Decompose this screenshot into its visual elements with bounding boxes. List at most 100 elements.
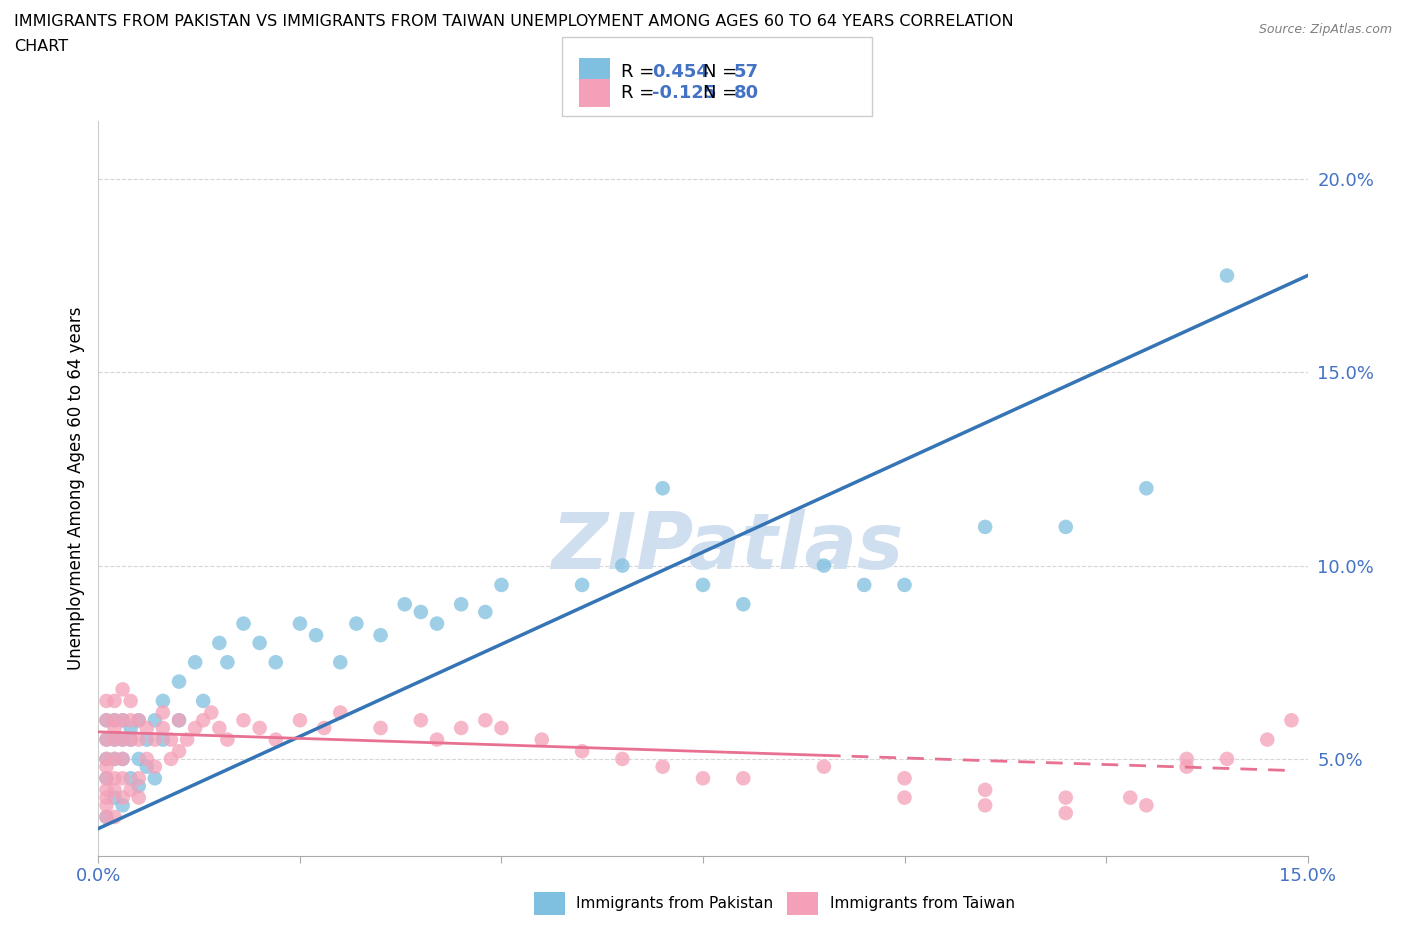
Point [103,782,125,797]
Point [314,721,336,736]
Point [96,712,118,727]
Point [120,782,142,797]
Point [1175,759,1198,774]
Point [1135,481,1157,496]
Point [193,712,215,727]
Point [152,721,174,736]
Point [491,578,513,592]
Point [1175,751,1198,766]
Point [974,798,997,813]
Point [167,674,190,689]
Point [217,655,239,670]
Point [103,721,125,736]
Point [1216,268,1239,283]
Point [530,732,553,747]
Point [184,721,207,736]
Point [184,655,207,670]
Point [176,732,198,747]
Point [571,744,593,759]
Point [612,558,634,573]
Text: N =: N = [703,62,742,81]
Point [103,732,125,747]
Point [103,732,125,747]
Point [232,617,254,631]
Point [288,712,311,727]
Point [491,721,513,736]
Point [96,798,118,813]
Point [103,751,125,766]
Point [426,617,449,631]
Point [96,809,118,824]
Point [120,694,142,709]
Point [692,578,714,592]
Point [208,635,231,650]
Point [288,617,311,631]
Point [96,732,118,747]
Point [329,705,352,720]
Point [370,628,392,643]
Point [111,790,134,805]
Point [128,771,150,786]
Point [152,694,174,709]
Point [120,732,142,747]
Point [474,604,496,619]
Point [305,628,328,643]
Point [394,597,416,612]
Point [143,712,166,727]
Point [217,732,239,747]
Point [200,705,222,720]
Point [450,597,472,612]
Point [111,682,134,697]
Text: -0.125: -0.125 [652,84,717,102]
Point [96,771,118,786]
Point [249,635,271,650]
Point [128,732,150,747]
Point [651,481,673,496]
Point [853,578,876,592]
Text: Immigrants from Taiwan: Immigrants from Taiwan [830,896,1015,911]
Point [111,712,134,727]
Point [733,771,755,786]
Point [111,732,134,747]
Point [344,617,367,631]
Point [264,732,287,747]
Point [143,732,166,747]
Point [1054,805,1077,820]
Point [128,778,150,793]
Point [111,751,134,766]
Text: R =: R = [621,62,661,81]
Point [1216,751,1239,766]
Point [612,751,634,766]
Point [1054,520,1077,535]
Text: 57: 57 [734,62,759,81]
Point [160,732,183,747]
Point [1256,732,1278,747]
Text: 0.454: 0.454 [652,62,709,81]
Point [135,751,157,766]
Point [152,705,174,720]
Text: IMMIGRANTS FROM PAKISTAN VS IMMIGRANTS FROM TAIWAN UNEMPLOYMENT AMONG AGES 60 TO: IMMIGRANTS FROM PAKISTAN VS IMMIGRANTS F… [14,14,1014,29]
Point [96,751,118,766]
Point [96,751,118,766]
Point [111,798,134,813]
Point [974,782,997,797]
Point [264,655,287,670]
Point [111,712,134,727]
Text: CHART: CHART [14,39,67,54]
Point [893,578,915,592]
Point [96,732,118,747]
Point [426,732,449,747]
Y-axis label: Unemployment Among Ages 60 to 64 years: Unemployment Among Ages 60 to 64 years [66,307,84,670]
Point [135,732,157,747]
Point [249,721,271,736]
Point [893,790,915,805]
Point [96,712,118,727]
Point [193,694,215,709]
Point [450,721,472,736]
Point [96,771,118,786]
Point [128,751,150,766]
Point [651,759,673,774]
Text: R =: R = [621,84,661,102]
Point [208,721,231,736]
Point [103,809,125,824]
